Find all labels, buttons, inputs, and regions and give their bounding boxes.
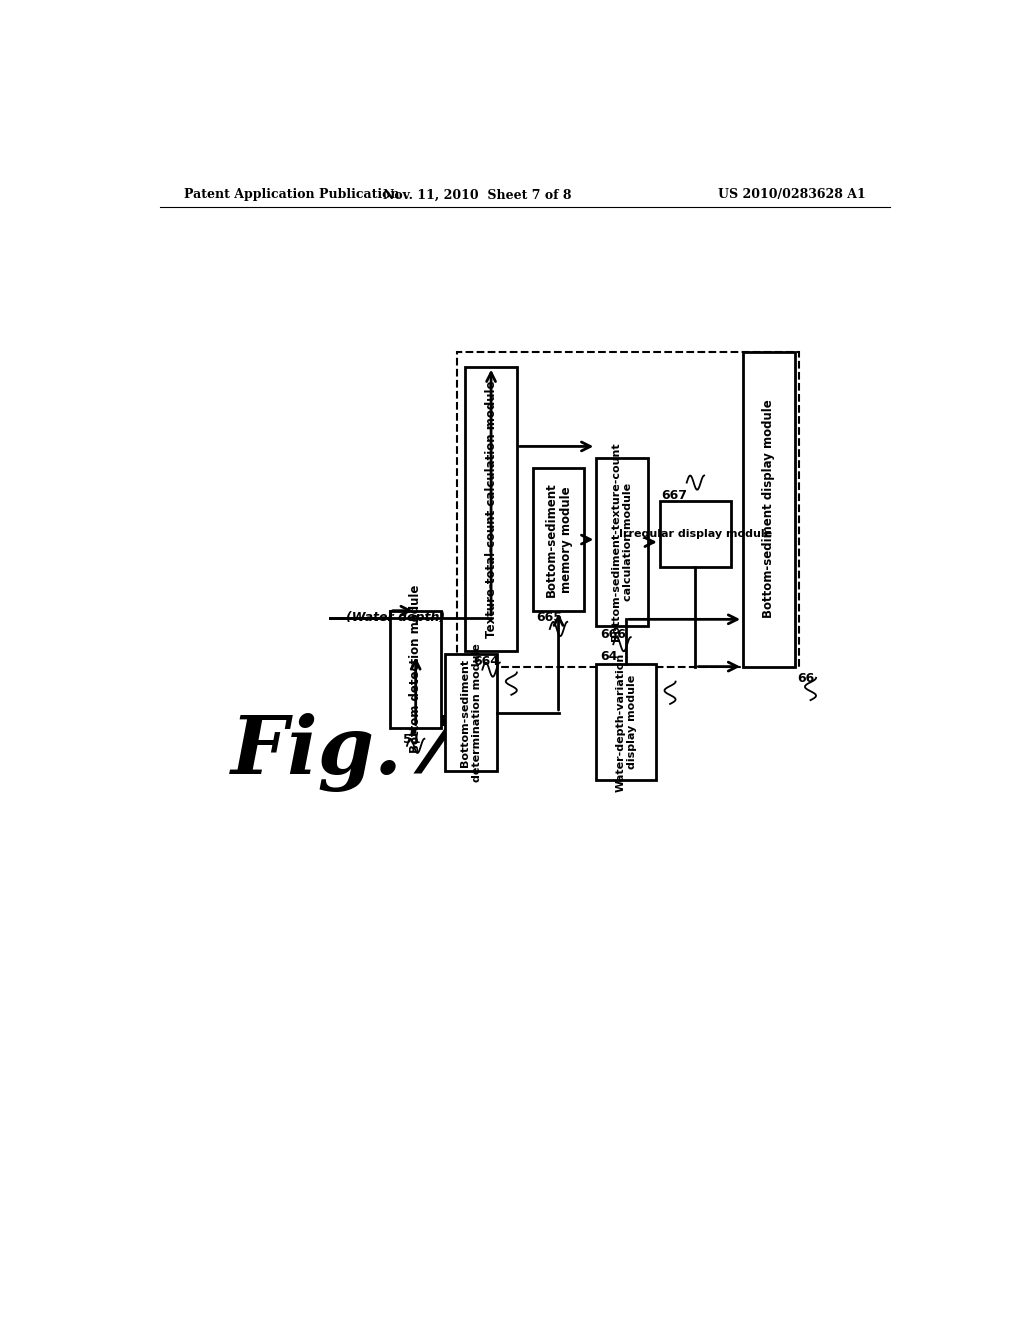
Text: Bottom-sediment
determination module: Bottom-sediment determination module (461, 643, 482, 783)
Bar (458, 351, 799, 667)
Text: Irregular display module: Irregular display module (618, 529, 772, 539)
Text: Patent Application Publication: Patent Application Publication (183, 189, 399, 202)
Text: (Water depth): (Water depth) (346, 611, 445, 624)
Text: 66: 66 (797, 672, 814, 685)
Text: Fig.7: Fig.7 (231, 714, 459, 792)
Text: 666: 666 (600, 627, 626, 640)
Text: Bottom-sediment-texture-count
calculation module: Bottom-sediment-texture-count calculatio… (611, 442, 633, 642)
Text: Bottom-sediment
memory module: Bottom-sediment memory module (545, 482, 572, 597)
Bar (445, 655, 497, 771)
Text: Nov. 11, 2010  Sheet 7 of 8: Nov. 11, 2010 Sheet 7 of 8 (383, 189, 571, 202)
Bar (596, 458, 648, 626)
Text: 664: 664 (473, 655, 500, 668)
Text: Bottom-sediment display module: Bottom-sediment display module (762, 400, 775, 619)
Bar (743, 351, 795, 667)
Bar (659, 500, 731, 568)
Text: 51: 51 (403, 734, 421, 746)
Bar (532, 469, 585, 611)
Text: 665: 665 (537, 611, 563, 624)
Bar (465, 367, 517, 651)
Bar (596, 664, 655, 780)
Text: Texture-total-count calculation module: Texture-total-count calculation module (484, 380, 498, 638)
Text: 64: 64 (600, 649, 617, 663)
Text: 52: 52 (499, 642, 516, 655)
Text: Water-depth-variation
display module: Water-depth-variation display module (615, 652, 637, 792)
Text: Bottom detection module: Bottom detection module (410, 585, 422, 754)
Text: US 2010/0283628 A1: US 2010/0283628 A1 (718, 189, 866, 202)
Text: 667: 667 (662, 490, 687, 503)
Bar (390, 611, 441, 727)
